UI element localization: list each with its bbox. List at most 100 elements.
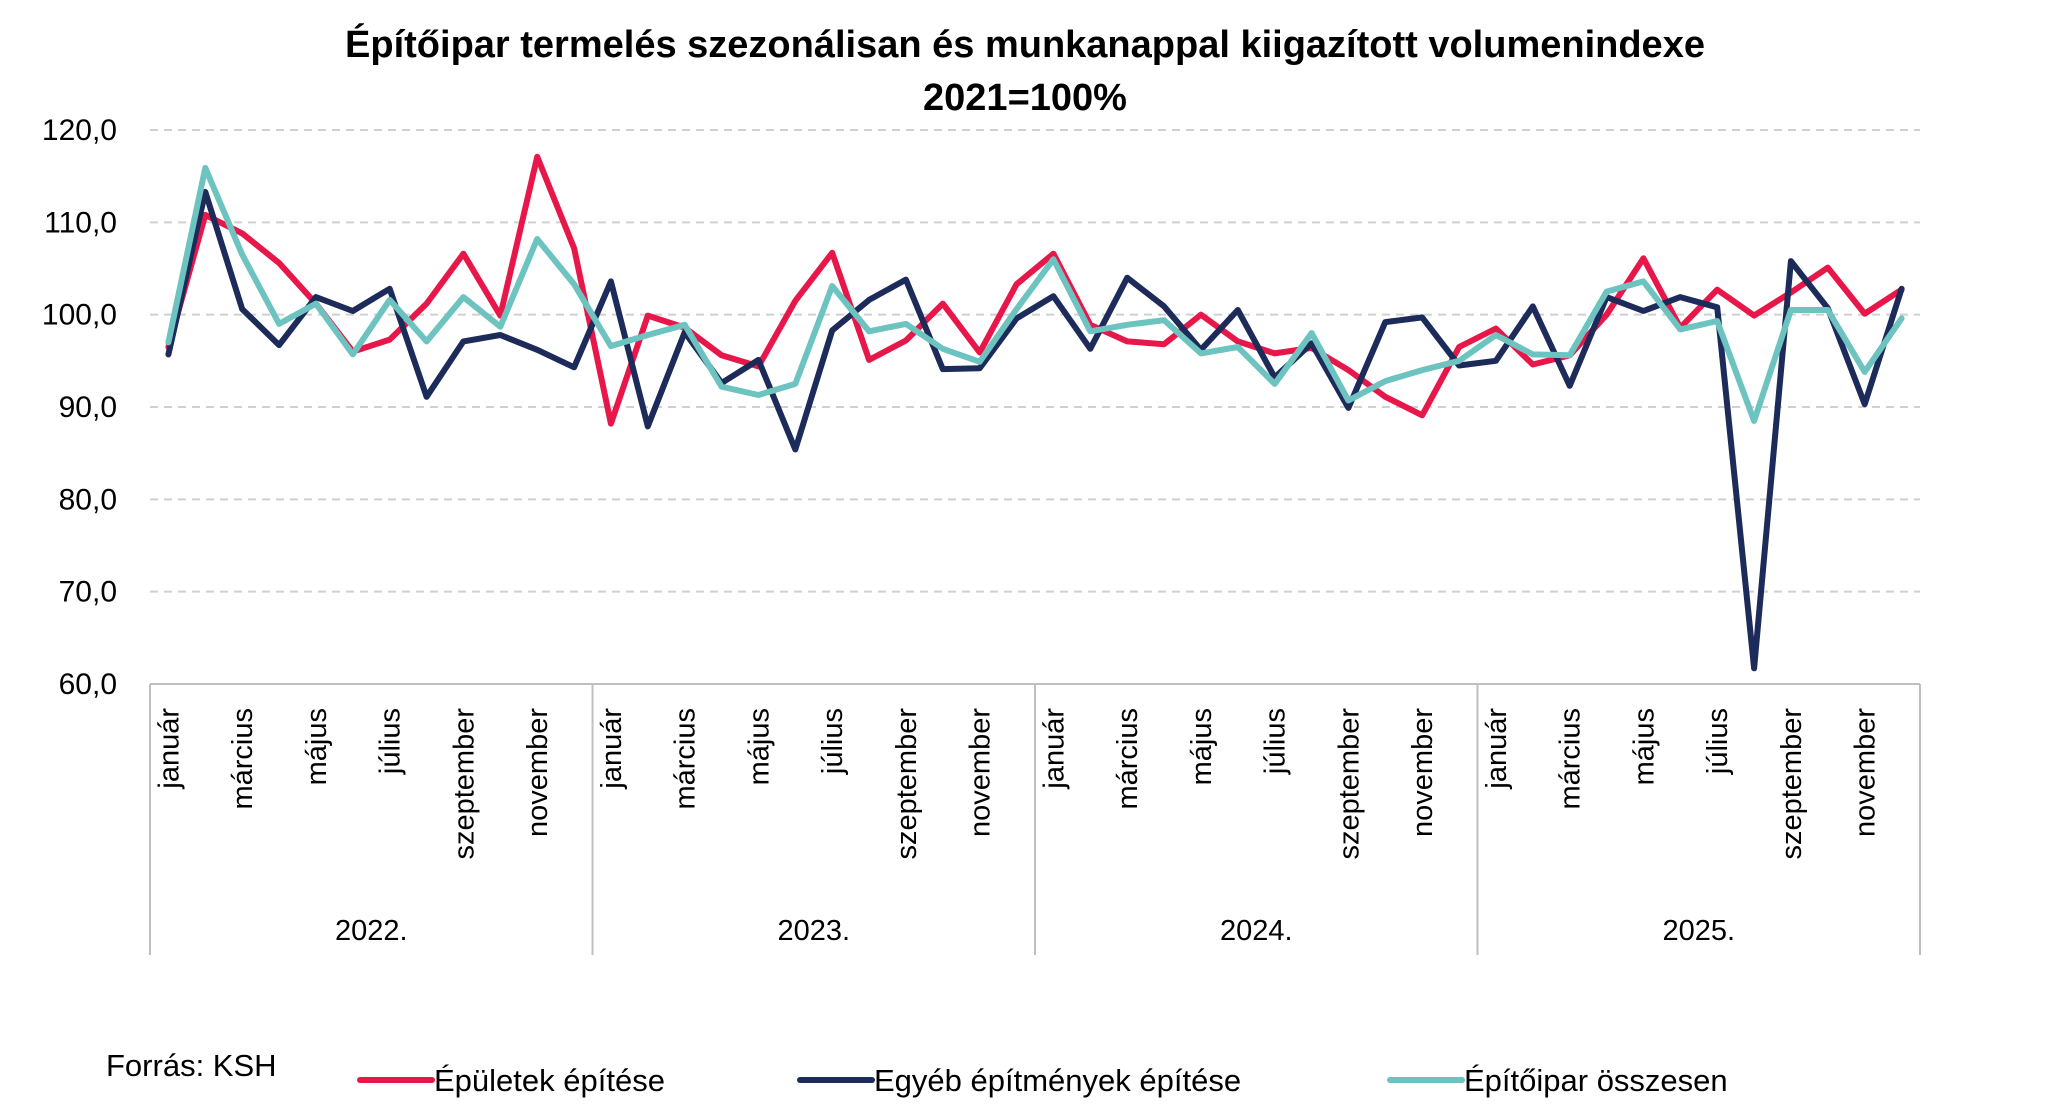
x-tick-label: március [1112,708,1144,810]
data-point [1751,665,1757,671]
series-line-2 [165,188,1905,672]
data-point [424,394,430,400]
x-tick-label: május [301,708,333,785]
data-point [940,301,946,307]
data-point [1677,294,1683,300]
data-point [1604,312,1610,318]
x-tick-label: január [153,708,185,790]
data-point [1714,304,1720,310]
chart-subtitle: 2021=100% [923,77,1127,119]
year-label: 2023. [777,915,850,947]
data-point [534,154,540,160]
data-point [1456,344,1462,350]
data-point [829,327,835,333]
chart-title: Építőipar termelés szezonálisan és munka… [345,22,1705,66]
data-point [977,365,983,371]
y-tick-label: 60,0 [59,668,117,701]
data-point [792,298,798,304]
data-point [682,322,688,328]
year-label: 2024. [1220,915,1293,947]
data-point [571,364,577,370]
data-point [1345,398,1351,404]
data-point [1862,311,1868,317]
data-point [424,301,430,307]
x-tick-label: május [1628,708,1660,785]
x-tick-label: szeptember [1333,708,1365,860]
data-point [1050,251,1056,257]
data-point [1899,315,1905,321]
x-tick-label: november [965,708,997,837]
data-point [1567,352,1573,358]
data-point [1640,308,1646,314]
data-point [866,357,872,363]
data-point [866,328,872,334]
data-point [497,332,503,338]
data-point [1567,383,1573,389]
data-point [239,306,245,312]
data-point [239,252,245,258]
data-point [1530,351,1536,357]
x-tick-label: szeptember [1776,708,1808,860]
data-point [645,332,651,338]
y-tick-label: 70,0 [59,576,117,609]
data-point [1198,312,1204,318]
data-point [1419,367,1425,373]
data-point [755,357,761,363]
x-tick-label: november [522,708,554,837]
data-point [460,294,466,300]
x-axis: 2022. január március május július szeptember n… [149,683,1921,955]
data-point [1640,255,1646,261]
data-point [1493,358,1499,364]
data-point [350,351,356,357]
data-point [608,278,614,284]
y-tick-label: 90,0 [59,391,117,424]
data-point [387,337,393,343]
data-point [1419,314,1425,320]
data-point [1788,307,1794,313]
data-point [1493,326,1499,332]
data-point [1161,341,1167,347]
data-point [1714,287,1720,293]
x-tick-label: július [375,708,407,775]
data-point [1825,265,1831,271]
data-point [1493,332,1499,338]
data-point [1345,367,1351,373]
x-tick-label: július [1702,708,1734,775]
data-point [1788,258,1794,264]
data-point [719,384,725,390]
data-point [792,381,798,387]
data-point [1235,338,1241,344]
x-tick-label: november [1407,708,1439,837]
data-point [1456,358,1462,364]
data-point [1604,289,1610,295]
data-point [1087,328,1093,334]
data-point [866,297,872,303]
legend-label: Építőipar összesen [1464,1063,1728,1098]
data-point [1014,281,1020,287]
series-line-1 [165,153,1905,427]
data-point [1050,293,1056,299]
data-point [387,286,393,292]
data-point [460,338,466,344]
data-point [276,321,282,327]
x-tick-label: november [1850,708,1882,837]
x-tick-label: március [1555,708,1587,810]
legend-label: Egyéb építmények építése [874,1063,1241,1098]
x-tick-label: május [743,708,775,785]
data-point [903,321,909,327]
series-lines [165,153,1905,672]
data-point [313,294,319,300]
data-point [608,421,614,427]
data-point [1899,286,1905,292]
data-point [276,342,282,348]
x-tick-label: március [670,708,702,810]
data-point [350,308,356,314]
year-label: 2025. [1662,915,1735,947]
data-point [940,366,946,372]
data-point [903,338,909,344]
y-tick-label: 80,0 [59,483,117,516]
data-point [1825,307,1831,313]
legend-label: Épületek építése [434,1063,665,1098]
data-point [1235,344,1241,350]
data-point [534,236,540,242]
